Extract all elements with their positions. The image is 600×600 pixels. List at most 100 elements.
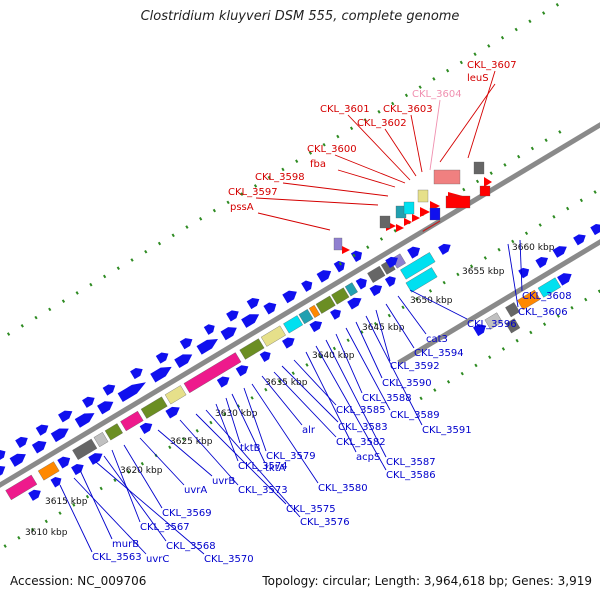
reverse-cds[interactable] [235, 362, 251, 377]
forward-cds[interactable] [74, 409, 97, 428]
reverse-feature[interactable] [484, 312, 503, 330]
reverse-feature[interactable] [120, 410, 144, 432]
forward-feature[interactable] [403, 201, 415, 215]
forward-cds[interactable] [535, 254, 550, 269]
forward-feature[interactable] [433, 169, 461, 185]
reverse-cds[interactable] [355, 276, 370, 290]
forward-cds[interactable] [412, 214, 420, 222]
forward-cds[interactable] [15, 434, 30, 449]
reverse-feature[interactable] [298, 309, 314, 325]
forward-cds[interactable] [420, 207, 430, 217]
reverse-cds[interactable] [57, 454, 72, 469]
forward-cds[interactable] [196, 335, 221, 355]
forward-cds[interactable] [573, 232, 588, 246]
forward-cds[interactable] [590, 221, 600, 236]
forward-cds[interactable] [9, 450, 29, 467]
spacer[interactable] [422, 220, 441, 232]
forward-cds[interactable] [263, 300, 278, 315]
forward-cds[interactable] [97, 398, 116, 415]
forward-cds[interactable] [50, 424, 72, 443]
forward-cds[interactable] [117, 378, 149, 402]
reverse-feature[interactable] [183, 352, 242, 394]
forward-cds[interactable] [174, 350, 195, 369]
reverse-feature[interactable] [283, 315, 303, 334]
reverse-cds[interactable] [139, 420, 155, 434]
reverse-cds[interactable] [347, 295, 364, 310]
reverse-feature[interactable] [367, 265, 386, 283]
reverse-label-leader [73, 477, 147, 555]
reverse-cds[interactable] [385, 254, 400, 268]
forward-cds[interactable] [150, 363, 174, 383]
reverse-cds[interactable] [309, 318, 324, 333]
forward-feature[interactable] [445, 195, 471, 209]
forward-cds[interactable] [246, 295, 262, 310]
reverse-feature[interactable] [344, 282, 358, 297]
reverse-cds[interactable] [407, 244, 422, 259]
forward-cds[interactable] [0, 448, 8, 461]
reverse-feature[interactable] [72, 438, 98, 460]
reverse-feature[interactable] [37, 461, 60, 481]
forward-cds[interactable] [226, 308, 241, 322]
reverse-feature[interactable] [239, 338, 265, 360]
reverse-cds[interactable] [28, 487, 43, 501]
reverse-cds[interactable] [259, 349, 273, 362]
reverse-cds[interactable] [50, 475, 64, 488]
forward-feature[interactable] [479, 185, 491, 197]
forward-feature[interactable] [429, 207, 441, 221]
reverse-cds[interactable] [282, 335, 297, 349]
reverse-feature[interactable] [93, 432, 109, 448]
forward-cds[interactable] [282, 287, 299, 304]
forward-cds[interactable] [155, 350, 171, 364]
reverse-cds[interactable] [473, 321, 488, 337]
reverse-feature[interactable] [104, 423, 123, 441]
reverse-feature[interactable] [308, 304, 321, 318]
forward-cds[interactable] [203, 322, 217, 335]
reverse-cds[interactable] [165, 404, 182, 419]
forward-cds[interactable] [518, 265, 531, 279]
forward-cds[interactable] [301, 278, 315, 292]
forward-cds[interactable] [130, 365, 145, 380]
forward-cds[interactable] [179, 335, 195, 350]
forward-feature[interactable] [333, 237, 343, 251]
reverse-cds[interactable] [438, 241, 453, 255]
reverse-feature[interactable] [517, 289, 541, 310]
reverse-label-leader [375, 309, 391, 362]
forward-cds[interactable] [316, 267, 334, 283]
reverse-feature[interactable] [164, 385, 187, 405]
reverse-feature[interactable] [400, 252, 436, 280]
reverse-feature[interactable] [5, 474, 38, 501]
forward-cds[interactable] [58, 407, 75, 423]
forward-cds[interactable] [404, 218, 412, 226]
reverse-feature[interactable] [537, 277, 561, 298]
forward-feature[interactable] [379, 215, 391, 229]
reverse-cds[interactable] [71, 461, 86, 476]
reverse-cds[interactable] [384, 274, 398, 287]
reverse-feature[interactable] [140, 396, 168, 419]
forward-cds[interactable] [35, 422, 51, 436]
forward-cds[interactable] [241, 310, 262, 328]
forward-cds[interactable] [0, 462, 8, 479]
reverse-feature[interactable] [331, 287, 350, 305]
reverse-feature[interactable] [260, 325, 286, 347]
reverse-cds[interactable] [88, 450, 105, 465]
forward-feature[interactable] [473, 161, 485, 175]
forward-cds[interactable] [220, 323, 240, 341]
reverse-cds[interactable] [557, 270, 574, 286]
reverse-feature[interactable] [405, 267, 438, 293]
forward-cds[interactable] [102, 382, 118, 396]
reverse-cds[interactable] [330, 307, 343, 320]
forward-cds[interactable] [333, 259, 348, 273]
reverse-feature[interactable] [315, 295, 336, 314]
forward-cds[interactable] [31, 438, 49, 454]
forward-feature[interactable] [417, 189, 429, 203]
forward-cds[interactable] [342, 246, 350, 254]
forward-cds[interactable] [350, 248, 365, 263]
forward-cds[interactable] [82, 394, 97, 408]
forward-cds[interactable] [396, 224, 404, 232]
forward-cds[interactable] [552, 243, 570, 258]
reverse-feature[interactable] [505, 318, 521, 334]
reverse-feature[interactable] [505, 302, 520, 318]
reverse-cds[interactable] [216, 374, 232, 388]
forward-cds[interactable] [484, 177, 492, 187]
reverse-cds[interactable] [369, 282, 384, 297]
